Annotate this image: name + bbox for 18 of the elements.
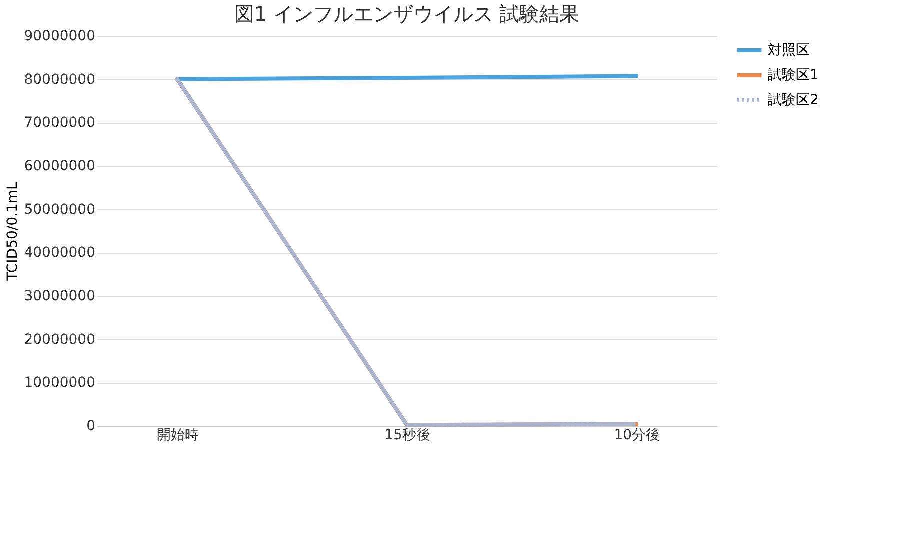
x-tick-label: 開始時 — [156, 428, 199, 444]
y-tick-label: 90000000 — [24, 28, 96, 44]
y-tick-label: 10000000 — [24, 375, 96, 392]
y-tick-label: 0 — [86, 418, 96, 434]
y-tick-label: 80000000 — [24, 72, 96, 88]
legend-label: 試験区2 — [768, 92, 819, 108]
y-axis-title: TCID50/0.1mL — [5, 182, 22, 282]
y-tick-label: 30000000 — [24, 288, 96, 304]
legend-label: 試験区1 — [768, 68, 819, 84]
chart-title: 図1 インフルエンザウイルス 試験結果 — [234, 2, 580, 26]
y-tick-label: 20000000 — [24, 332, 96, 348]
y-tick-label: 40000000 — [24, 245, 96, 262]
x-tick-label: 10分後 — [614, 428, 660, 444]
legend-label: 対照区 — [768, 42, 810, 58]
y-tick-label: 60000000 — [24, 158, 96, 174]
x-tick-label: 15秒後 — [384, 428, 430, 444]
y-tick-label: 50000000 — [24, 202, 96, 218]
y-tick-label: 70000000 — [24, 115, 96, 132]
